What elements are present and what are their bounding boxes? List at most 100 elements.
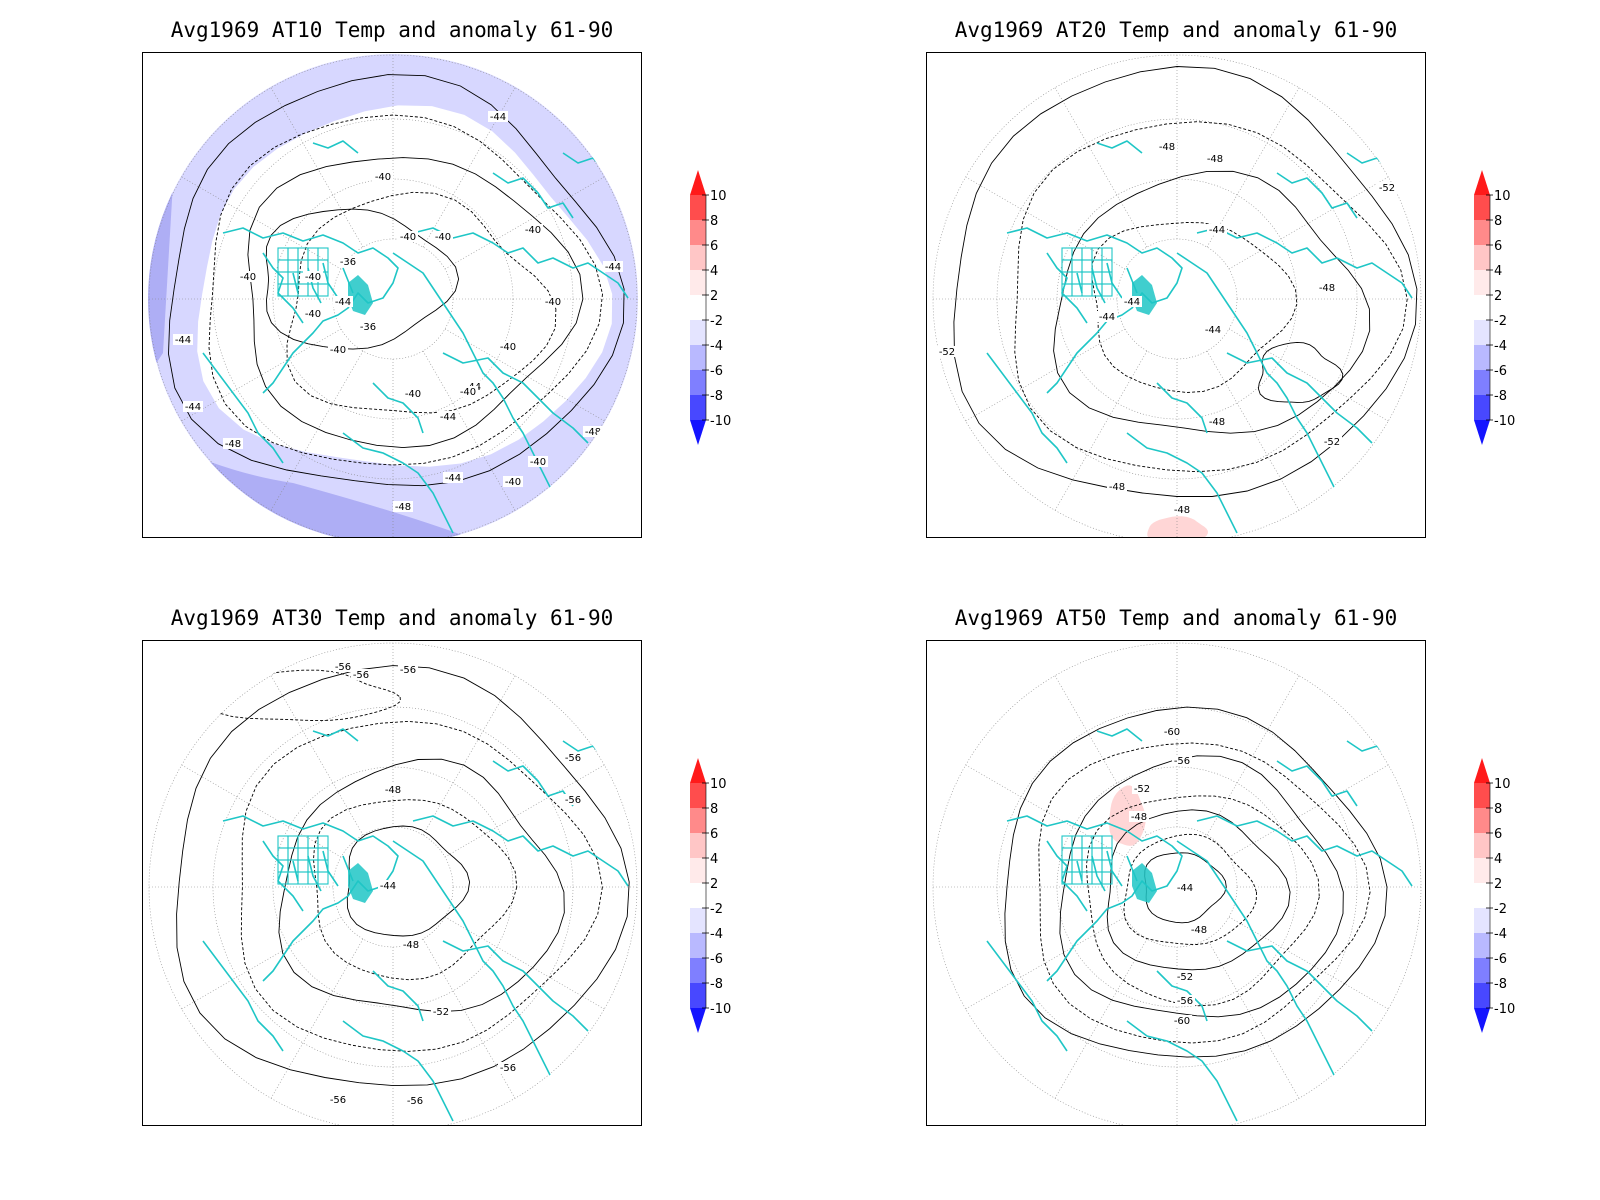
colorbar-label: -8 [710,389,723,404]
contour-label: -52 [1379,183,1395,194]
colorbar-segment [690,958,706,983]
colorbar-label: -10 [710,1002,731,1017]
colorbar-label: -2 [710,902,723,917]
contour-line [247,157,584,449]
contour-label: -48 [585,427,601,438]
colorbar-segment [690,858,706,883]
contour-label: -40 [500,342,516,353]
colorbar-arrow-down [1474,420,1490,445]
contour-label: -48 [403,940,419,951]
colorbar-label: 6 [1494,239,1502,254]
contour-label: -56 [1174,756,1190,767]
colorbar-segment [690,345,706,370]
contour-label: -40 [305,272,321,283]
contour-label: -44 [1209,225,1225,236]
contour-label: -48 [1131,812,1147,823]
colorbar-segment [1474,908,1490,933]
colorbar-segment [1474,395,1490,420]
contour-label: -44 [380,881,396,892]
contour-label: -48 [1209,417,1225,428]
contour-label: -40 [330,345,346,356]
colorbar-label: -4 [710,927,723,942]
colorbar-label: 4 [1494,264,1502,279]
map-panel: -48 -48 -52 -44 -48 -44 -44 -44 -52 -48 -52 -48 -48 [926,52,1426,538]
contour-line [208,114,603,466]
contour-line [278,758,565,1013]
contour-line [265,208,460,350]
colorbar-label: -6 [710,364,723,379]
colorbar-label: 4 [710,852,718,867]
colorbar-segment [1474,220,1490,245]
contour-label: -36 [360,322,376,333]
colorbar-arrow-down [690,420,706,445]
contour-label: -40 [400,232,416,243]
colorbar-segment [690,320,706,345]
contour-label: -48 [1174,505,1190,516]
colorbar-segment [690,370,706,395]
contour-label: -56 [400,665,416,676]
contour-label: -48 [395,502,411,513]
colorbar-label: 8 [1494,802,1502,817]
contour-label: -44 [175,335,191,346]
contour-label: -44 [605,262,621,273]
contour-label: -44 [335,297,351,308]
contour-label: -40 [525,225,541,236]
colorbar-arrow-down [690,1008,706,1033]
colorbar-label: -6 [710,952,723,967]
contour-label: -52 [1177,972,1193,983]
colorbar-label: -2 [1494,902,1507,917]
colorbar-segment [1474,858,1490,883]
contour-line [1086,795,1320,1007]
colorbar-label: 4 [1494,852,1502,867]
contour-label: -44 [440,412,456,423]
colorbar: 10 8 6 4 2 -2 -4 -6 -8 -10 [1464,170,1534,450]
map-panel: -60 -56 -52 -48 -44 -48 -52 -56 -60 [926,640,1426,1126]
contour-label: -56 [353,670,369,681]
colorbar: 10 8 6 4 2 -2 -4 -6 -8 -10 [680,758,750,1038]
contour-label: -48 [1319,283,1335,294]
colorbar-label: -2 [1494,314,1507,329]
contour-label: -48 [1109,482,1125,493]
contour-label: -40 [305,309,321,320]
contour-label: -48 [385,785,401,796]
colorbar-label: 10 [710,189,727,204]
contour-label: -40 [435,232,451,243]
colorbar-segment [690,295,706,320]
colorbar: 10 8 6 4 2 -2 -4 -6 -8 -10 [680,170,750,450]
colorbar-segment [1474,370,1490,395]
panel-title: Avg1969 AT10 Temp and anomaly 61-90 [170,18,614,42]
colorbar-segment [690,933,706,958]
colorbar-label: -4 [1494,927,1507,942]
colorbar-label: 6 [710,239,718,254]
colorbar-segment [1474,295,1490,320]
colorbar-segment [1474,195,1490,220]
colorbar-segment [690,883,706,908]
contour-label: -56 [565,753,581,764]
colorbar-label: 10 [710,777,727,792]
colorbar-arrow-up [690,758,706,783]
colorbar-segment [690,220,706,245]
map-panel: -56 -56 -56 -56 -56 -48 -44 -48 -52 -56 -56 -56 [142,640,642,1126]
contour-label: -52 [1324,437,1340,448]
colorbar-label: 2 [710,877,718,892]
contour-line [313,799,518,981]
contour-label: -52 [433,1007,449,1018]
contour-line [176,665,630,1087]
contour-label: -48 [1207,154,1223,165]
colorbar-segment [690,245,706,270]
contour-line [240,720,603,1052]
colorbar-label: 4 [710,264,718,279]
contour-label: -48 [225,439,241,450]
colorbar-label: 6 [1494,827,1502,842]
panel-title: Avg1969 AT30 Temp and anomaly 61-90 [170,606,614,630]
polar-map: -48 -48 -52 -44 -48 -44 -44 -44 -52 -48 -52 -48 -48 [932,54,1422,537]
colorbar-label: 10 [1494,189,1511,204]
colorbar-label: -4 [1494,339,1507,354]
colorbar-segment [690,783,706,808]
colorbar-segment [1474,883,1490,908]
contour-label: -56 [565,795,581,806]
contour-label: -40 [530,457,546,468]
colorbar-label: -10 [1494,1002,1515,1017]
contour-label: -56 [330,1095,346,1106]
colorbar-label: -10 [1494,414,1515,429]
